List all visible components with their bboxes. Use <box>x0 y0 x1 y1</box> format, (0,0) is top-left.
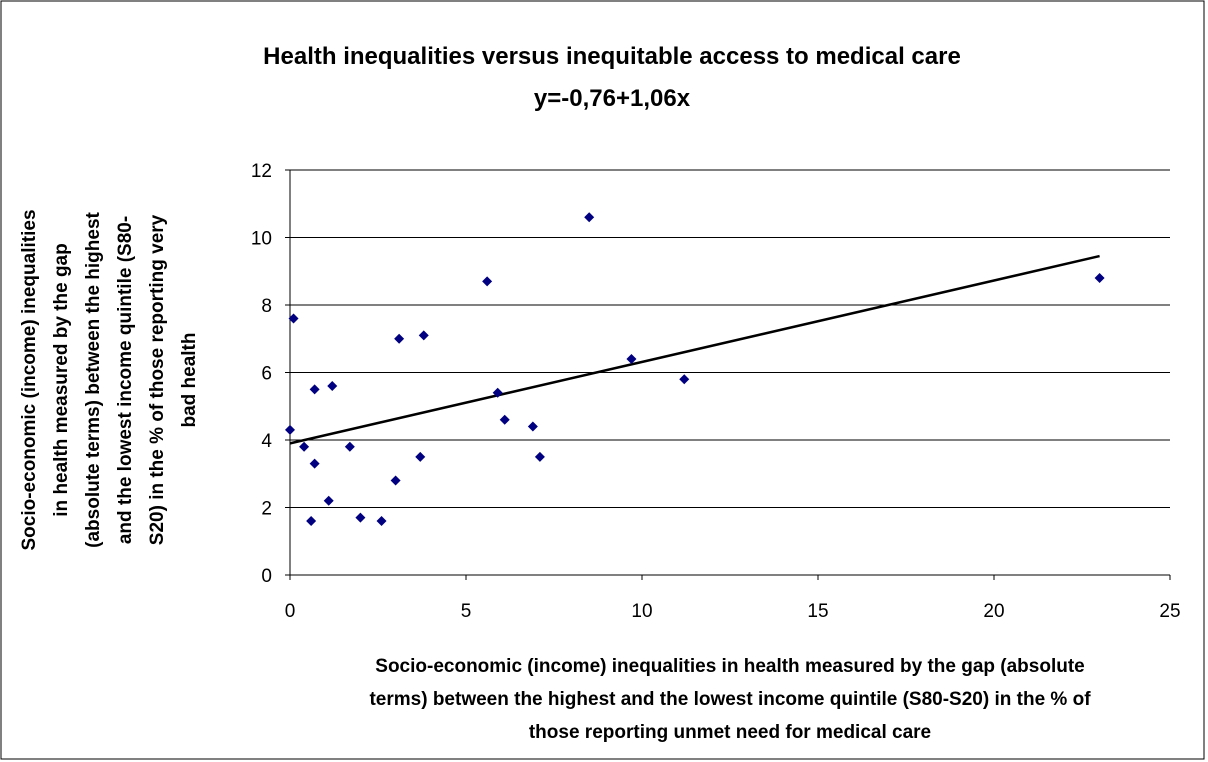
data-point <box>299 441 310 452</box>
y-axis-title-line: S20) in the % of those reporting very <box>147 214 168 545</box>
plot-area: 0 2 4 6 8 10 12 0 5 10 15 20 25 <box>251 161 1181 622</box>
y-axis-title-line: bad health <box>179 332 200 427</box>
x-axis-title-line: Socio-economic (income) inequalities in … <box>375 656 1084 677</box>
y-axis-title: Socio-economic (income) inequalities in h… <box>19 209 200 550</box>
y-tick-label: 10 <box>251 229 272 250</box>
y-axis-title-line: and the lowest income quintile (S80- <box>115 216 136 544</box>
data-point <box>376 516 387 526</box>
x-tick-label: 0 <box>285 601 296 622</box>
data-point <box>534 451 545 462</box>
data-point <box>327 381 338 391</box>
data-point <box>285 424 295 435</box>
data-point <box>390 475 401 486</box>
data-point <box>527 421 538 432</box>
data-point <box>323 495 334 506</box>
data-point <box>309 458 320 469</box>
y-tick-label: 12 <box>251 161 272 182</box>
y-tick-label: 8 <box>261 296 272 317</box>
data-point <box>355 512 366 523</box>
data-point <box>584 212 595 223</box>
chart-title: Health inequalities versus inequitable a… <box>263 43 961 70</box>
x-axis-title-line: those reporting unmet need for medical c… <box>529 722 931 743</box>
data-point <box>1094 273 1105 283</box>
x-axis-title: Socio-economic (income) inequalities in … <box>369 656 1091 743</box>
x-axis-title-line: terms) between the highest and the lowes… <box>369 689 1091 710</box>
data-point <box>306 516 317 526</box>
trend-line <box>289 254 1100 445</box>
data-point <box>394 333 405 344</box>
x-tick-label: 25 <box>1159 601 1180 622</box>
data-point <box>492 387 503 398</box>
data-point <box>344 441 355 452</box>
y-tick-label: 0 <box>261 566 272 587</box>
data-point <box>418 330 429 341</box>
x-tick-label: 10 <box>631 601 652 622</box>
y-axis-title-line: Socio-economic (income) inequalities <box>19 209 40 550</box>
y-tick-label: 6 <box>261 364 272 385</box>
y-axis-title-line: (absolute terms) between the highest <box>83 211 104 547</box>
y-tick-label: 2 <box>261 499 272 520</box>
data-point <box>482 276 493 287</box>
data-point <box>309 384 320 395</box>
data-point <box>288 313 299 324</box>
x-tick-label: 20 <box>983 601 1004 622</box>
y-tick-label: 4 <box>261 431 272 452</box>
chart-subtitle: y=-0,76+1,06x <box>534 85 691 112</box>
x-tick-label: 5 <box>461 601 472 622</box>
y-axis-title-line: in health measured by the gap <box>51 243 72 516</box>
data-point <box>679 374 690 385</box>
x-tick-label: 15 <box>807 601 828 622</box>
data-point <box>499 414 510 425</box>
data-point <box>626 354 637 364</box>
data-point <box>415 451 426 462</box>
